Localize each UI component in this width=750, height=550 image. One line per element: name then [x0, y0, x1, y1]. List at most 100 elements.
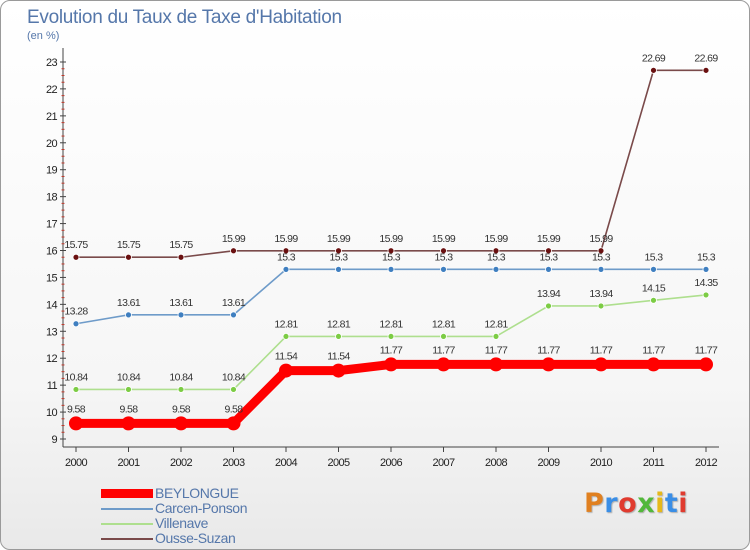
logo-letter: i — [678, 488, 689, 519]
data-point — [177, 386, 185, 393]
data-label: 13.94 — [589, 288, 613, 300]
data-point — [597, 247, 605, 255]
data-point — [440, 333, 447, 340]
data-point — [646, 357, 661, 372]
data-label: 11.54 — [327, 351, 350, 363]
data-label: 15.3 — [592, 251, 611, 263]
data-label: 15.3 — [539, 251, 558, 263]
x-tick-label: 2001 — [117, 457, 140, 469]
legend-item-villenave: Villenave — [101, 516, 247, 531]
y-tick-label: 11 — [47, 380, 58, 392]
data-point — [597, 265, 605, 273]
data-label: 15.99 — [274, 233, 298, 245]
data-label: 13.61 — [169, 297, 193, 309]
x-tick-label: 2007 — [432, 457, 455, 469]
data-label: 10.84 — [117, 371, 141, 383]
data-point — [177, 311, 185, 319]
data-label: 22.69 — [642, 52, 666, 64]
data-point — [545, 302, 552, 310]
legend-swatch — [101, 522, 153, 525]
y-tick-label: 18 — [46, 192, 58, 204]
x-tick-label: 2002 — [170, 457, 193, 469]
data-label: 11.77 — [485, 344, 508, 356]
data-point — [335, 247, 342, 255]
data-point — [387, 247, 395, 255]
legend-label: Ousse-Suzan — [155, 530, 236, 546]
data-label: 14.35 — [694, 277, 718, 289]
data-label: 11.77 — [380, 344, 403, 356]
data-label: 15.3 — [644, 251, 663, 263]
data-point — [650, 296, 657, 304]
data-point — [282, 265, 290, 273]
data-label: 9.58 — [224, 403, 243, 415]
y-tick-label: 12 — [46, 353, 58, 365]
y-tick-label: 13 — [46, 326, 58, 338]
data-point — [282, 247, 290, 255]
data-label: 15.99 — [432, 233, 456, 245]
data-point — [597, 302, 605, 310]
y-tick-label: 14 — [46, 299, 58, 311]
data-point — [72, 253, 80, 261]
data-label: 11.77 — [590, 344, 613, 356]
x-tick-label: 2010 — [590, 457, 613, 469]
logo-letter: x — [637, 488, 656, 519]
data-point — [69, 416, 83, 431]
data-point — [489, 357, 503, 372]
y-tick-label: 22 — [46, 84, 58, 96]
data-label: 10.84 — [222, 371, 246, 383]
data-label: 12.81 — [327, 318, 351, 330]
data-label: 9.58 — [119, 403, 138, 415]
data-point — [492, 333, 500, 340]
data-label: 15.75 — [64, 239, 88, 251]
x-tick-label: 2000 — [65, 457, 88, 469]
y-tick-label: 16 — [46, 246, 58, 258]
proxiti-logo: Proxiti — [584, 488, 688, 519]
data-point — [440, 247, 447, 255]
y-tick-label: 20 — [46, 138, 58, 150]
data-point — [72, 320, 80, 328]
legend-item-ousse-suzan: Ousse-Suzan — [101, 531, 247, 546]
y-tick-label: 21 — [46, 111, 58, 123]
data-point — [545, 247, 552, 255]
data-point — [335, 333, 342, 340]
data-label: 15.99 — [537, 233, 561, 245]
x-tick-label: 2009 — [537, 457, 560, 469]
x-tick-label: 2008 — [485, 457, 508, 469]
data-label: 12.81 — [432, 318, 456, 330]
legend-swatch — [101, 489, 153, 498]
data-label: 9.58 — [67, 403, 86, 415]
data-point — [594, 357, 608, 372]
logo-letter: o — [618, 488, 638, 519]
data-point — [387, 333, 395, 340]
data-label: 9.58 — [172, 403, 191, 415]
x-tick-label: 2012 — [695, 457, 718, 469]
data-label: 11.77 — [432, 344, 455, 356]
series-line-ousse-suzan — [75, 69, 707, 259]
data-label: 12.81 — [484, 318, 508, 330]
chart-title: Evolution du Taux de Taxe d'Habitation — [27, 7, 342, 28]
data-label: 12.81 — [274, 318, 298, 330]
data-point — [125, 253, 132, 261]
data-point — [279, 363, 293, 378]
y-tick-label: 10 — [46, 407, 58, 419]
data-point — [702, 291, 710, 299]
data-point — [492, 247, 500, 255]
legend: BEYLONGUE Carcen-Ponson Villenave Ousse-… — [101, 486, 247, 546]
data-point — [436, 357, 451, 372]
data-point — [650, 66, 657, 74]
legend-item-beylongue: BEYLONGUE — [101, 486, 247, 501]
data-label: 15.3 — [277, 251, 296, 263]
data-point — [230, 247, 237, 255]
legend-swatch — [101, 537, 153, 540]
data-label: 22.69 — [694, 52, 718, 64]
x-tick-label: 2003 — [222, 457, 245, 469]
data-label: 15.3 — [697, 251, 716, 263]
data-label: 15.3 — [382, 251, 401, 263]
data-label: 15.99 — [327, 233, 351, 245]
data-point — [121, 416, 136, 431]
logo-letter: P — [584, 488, 605, 519]
y-tick-label: 23 — [46, 57, 58, 69]
x-tick-label: 2004 — [275, 457, 298, 469]
logo-letter: i — [655, 488, 665, 519]
